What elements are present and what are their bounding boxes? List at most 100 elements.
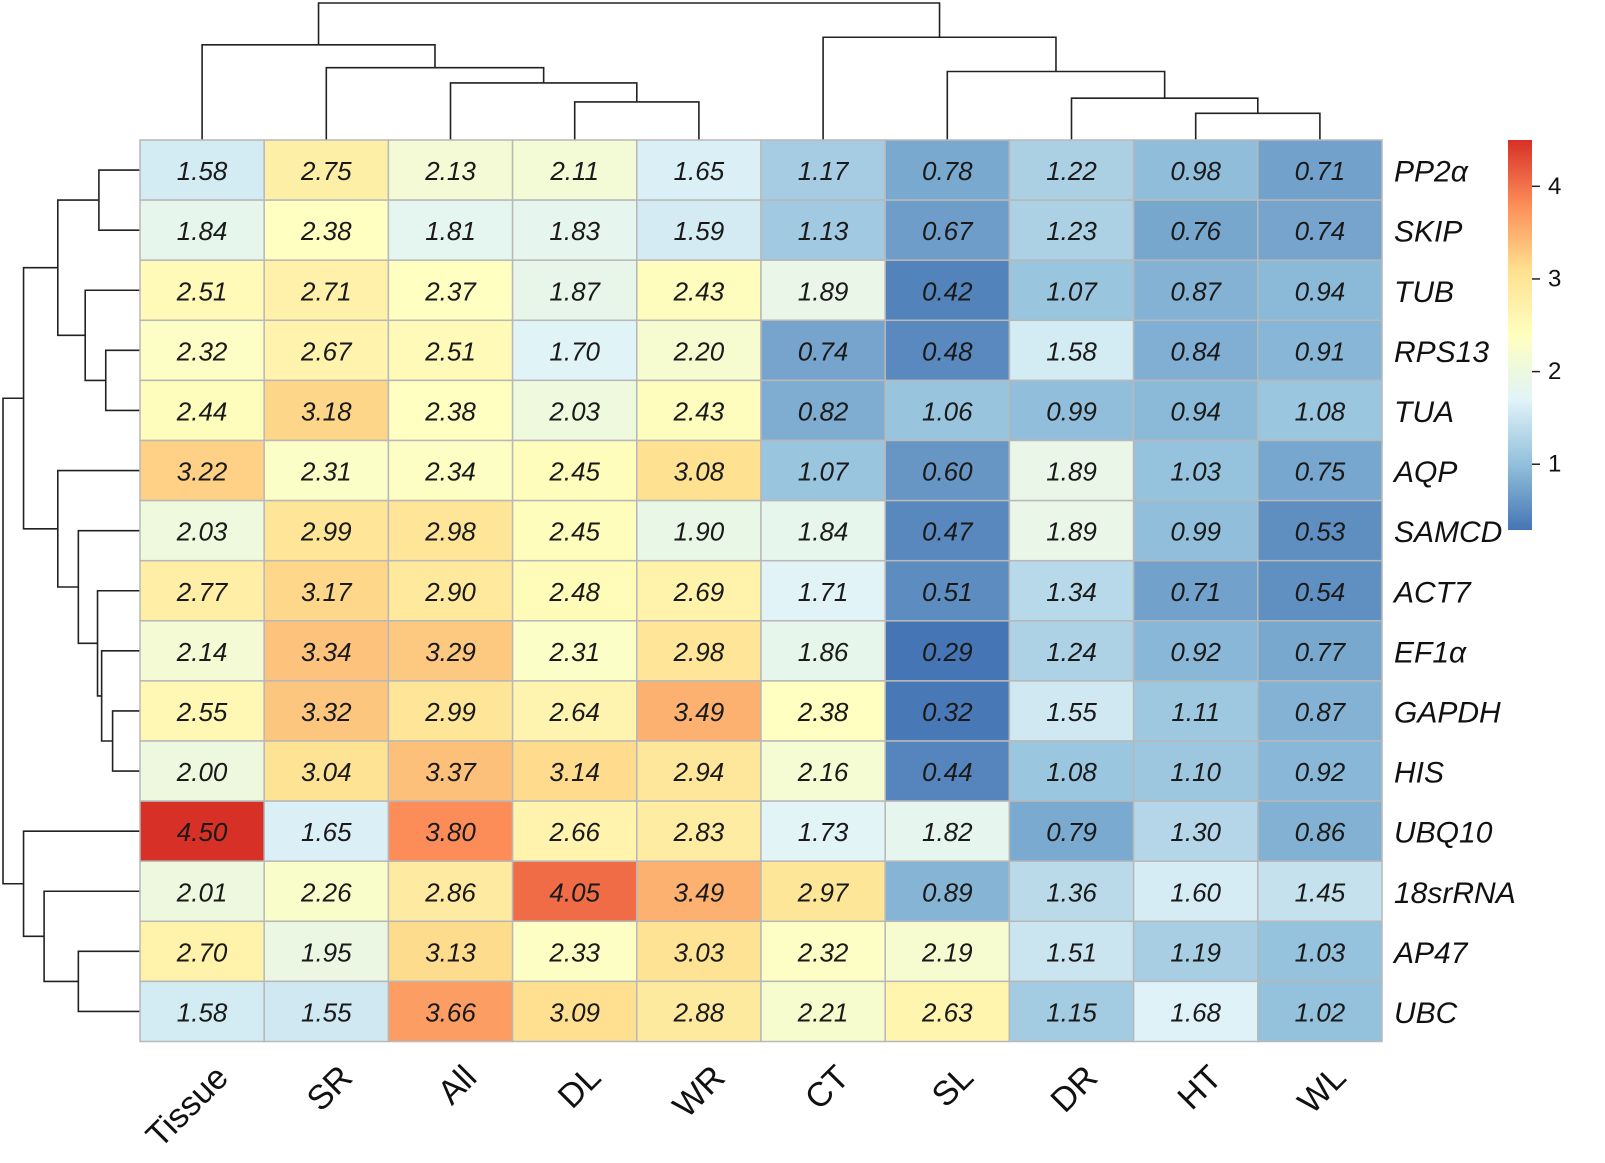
cell-value-label: 0.51 [922,577,973,607]
heatmap-cell [263,199,390,261]
cell-value-label: 1.84 [177,216,228,246]
dendrogram-branch [1070,97,1259,140]
dendrogram-branch [573,101,700,140]
legend-ticks: 1 2 3 4 [1532,173,1561,478]
cell-value-label: 2.38 [797,697,849,727]
heatmap-cell [511,439,638,502]
heatmap-cell [1008,800,1135,862]
cell-value-label: 0.92 [1170,637,1221,667]
row-label: RPS13 [1394,336,1489,369]
cell-value-label: 1.55 [301,997,352,1027]
heatmap-cell [884,860,1011,923]
heatmap-cell [884,379,1011,442]
cell-value-label: 1.36 [1046,877,1097,907]
cell-value-label: 1.07 [1046,276,1098,306]
heatmap-cell [1132,379,1259,442]
heatmap-cell [511,199,638,261]
cell-value-label: 1.55 [1046,697,1097,727]
column-label: WL [1291,1058,1354,1121]
heatmap-cell [1008,860,1135,923]
heatmap-cell [884,559,1011,622]
cell-value-label: 2.98 [673,637,725,667]
heatmap-cell [636,680,762,742]
heatmap-cell [760,680,886,742]
heatmap-cell [263,139,390,201]
cell-value-label: 2.55 [176,697,228,727]
heatmap-cell [1132,980,1259,1043]
cell-value-label: 2.64 [548,697,600,727]
cell-value-label: 1.84 [798,517,849,547]
cell-value-label: 0.74 [1295,216,1346,246]
heatmap-cell [760,499,886,562]
column-label: DL [551,1058,609,1116]
cell-value-label: 2.83 [673,817,725,847]
cell-value-label: 3.09 [549,997,600,1027]
cell-value-label: 1.23 [1046,216,1097,246]
column-label: HT [1170,1058,1229,1117]
column-dendrogram [201,2,1321,140]
column-label: All [431,1058,485,1112]
cell-value-label: 0.94 [1170,396,1221,426]
heatmap-cell [387,379,514,442]
heatmap-cell [884,199,1011,261]
cell-value-label: 0.67 [922,216,974,246]
dendrogram-branch [57,199,99,337]
cell-value-label: 0.99 [1170,517,1221,547]
dendrogram-branch [822,36,1057,140]
heatmap-cell [139,139,265,201]
cell-value-label: 2.31 [548,637,600,667]
cell-value-label: 2.38 [300,216,352,246]
cell-value-label: 2.00 [176,757,228,787]
heatmap-cell [1132,559,1259,622]
cell-value-label: 1.82 [922,817,973,847]
heatmap-cell [1132,259,1259,322]
cell-value-label: 1.60 [1170,877,1221,907]
heatmap-cell [1132,680,1259,742]
cell-value-label: 0.71 [1295,156,1346,186]
heatmap-cell [1008,559,1135,622]
heatmap-cell [884,980,1011,1043]
cell-value-label: 0.47 [922,517,974,547]
dendrogram-branch [77,950,140,1013]
row-label: ACT7 [1392,576,1472,609]
heatmap-cell [760,379,886,442]
dendrogram-branch [2,397,24,885]
cell-value-label: 1.24 [1046,637,1097,667]
cell-value-label: 0.99 [1046,396,1097,426]
cell-value-label: 1.89 [798,276,849,306]
cell-value-label: 2.48 [548,577,600,607]
heatmap-cell [1132,920,1259,983]
cell-value-label: 1.68 [1170,997,1221,1027]
cell-value-label: 2.26 [300,877,352,907]
cell-value-label: 0.53 [1295,517,1346,547]
cell-value-label: 0.82 [798,396,849,426]
cell-value-label: 0.74 [798,336,849,366]
heatmap-cell [387,980,514,1043]
cell-value-label: 0.48 [922,336,973,366]
cell-value-label: 0.32 [922,697,973,727]
cell-value-label: 1.08 [1295,396,1346,426]
cell-value-label: 2.67 [300,336,353,366]
dendrogram-branch [946,70,1166,140]
cell-value-label: 3.17 [301,577,353,607]
heatmap-cell [1008,740,1135,802]
cell-value-label: 1.19 [1170,937,1221,967]
heatmap-cell [387,259,514,322]
heatmap-cell [387,620,514,682]
heatmap-cell [636,559,762,622]
heatmap-cell [760,139,886,201]
cell-value-label: 0.86 [1295,817,1346,847]
cell-value-label: 3.22 [177,457,228,487]
heatmap-cell [760,860,886,923]
heatmap-cell [884,259,1011,322]
heatmap-cell [1257,559,1383,622]
cell-value-label: 1.90 [674,517,725,547]
heatmap-cell [884,319,1011,382]
heatmap-cell [1257,259,1383,322]
dendrogram-branch [98,169,140,231]
cell-value-label: 2.88 [673,997,725,1027]
heatmap-cell [139,620,265,682]
cell-value-label: 2.90 [424,577,476,607]
legend-color-bar [1508,140,1532,530]
heatmap-cell [636,740,762,802]
